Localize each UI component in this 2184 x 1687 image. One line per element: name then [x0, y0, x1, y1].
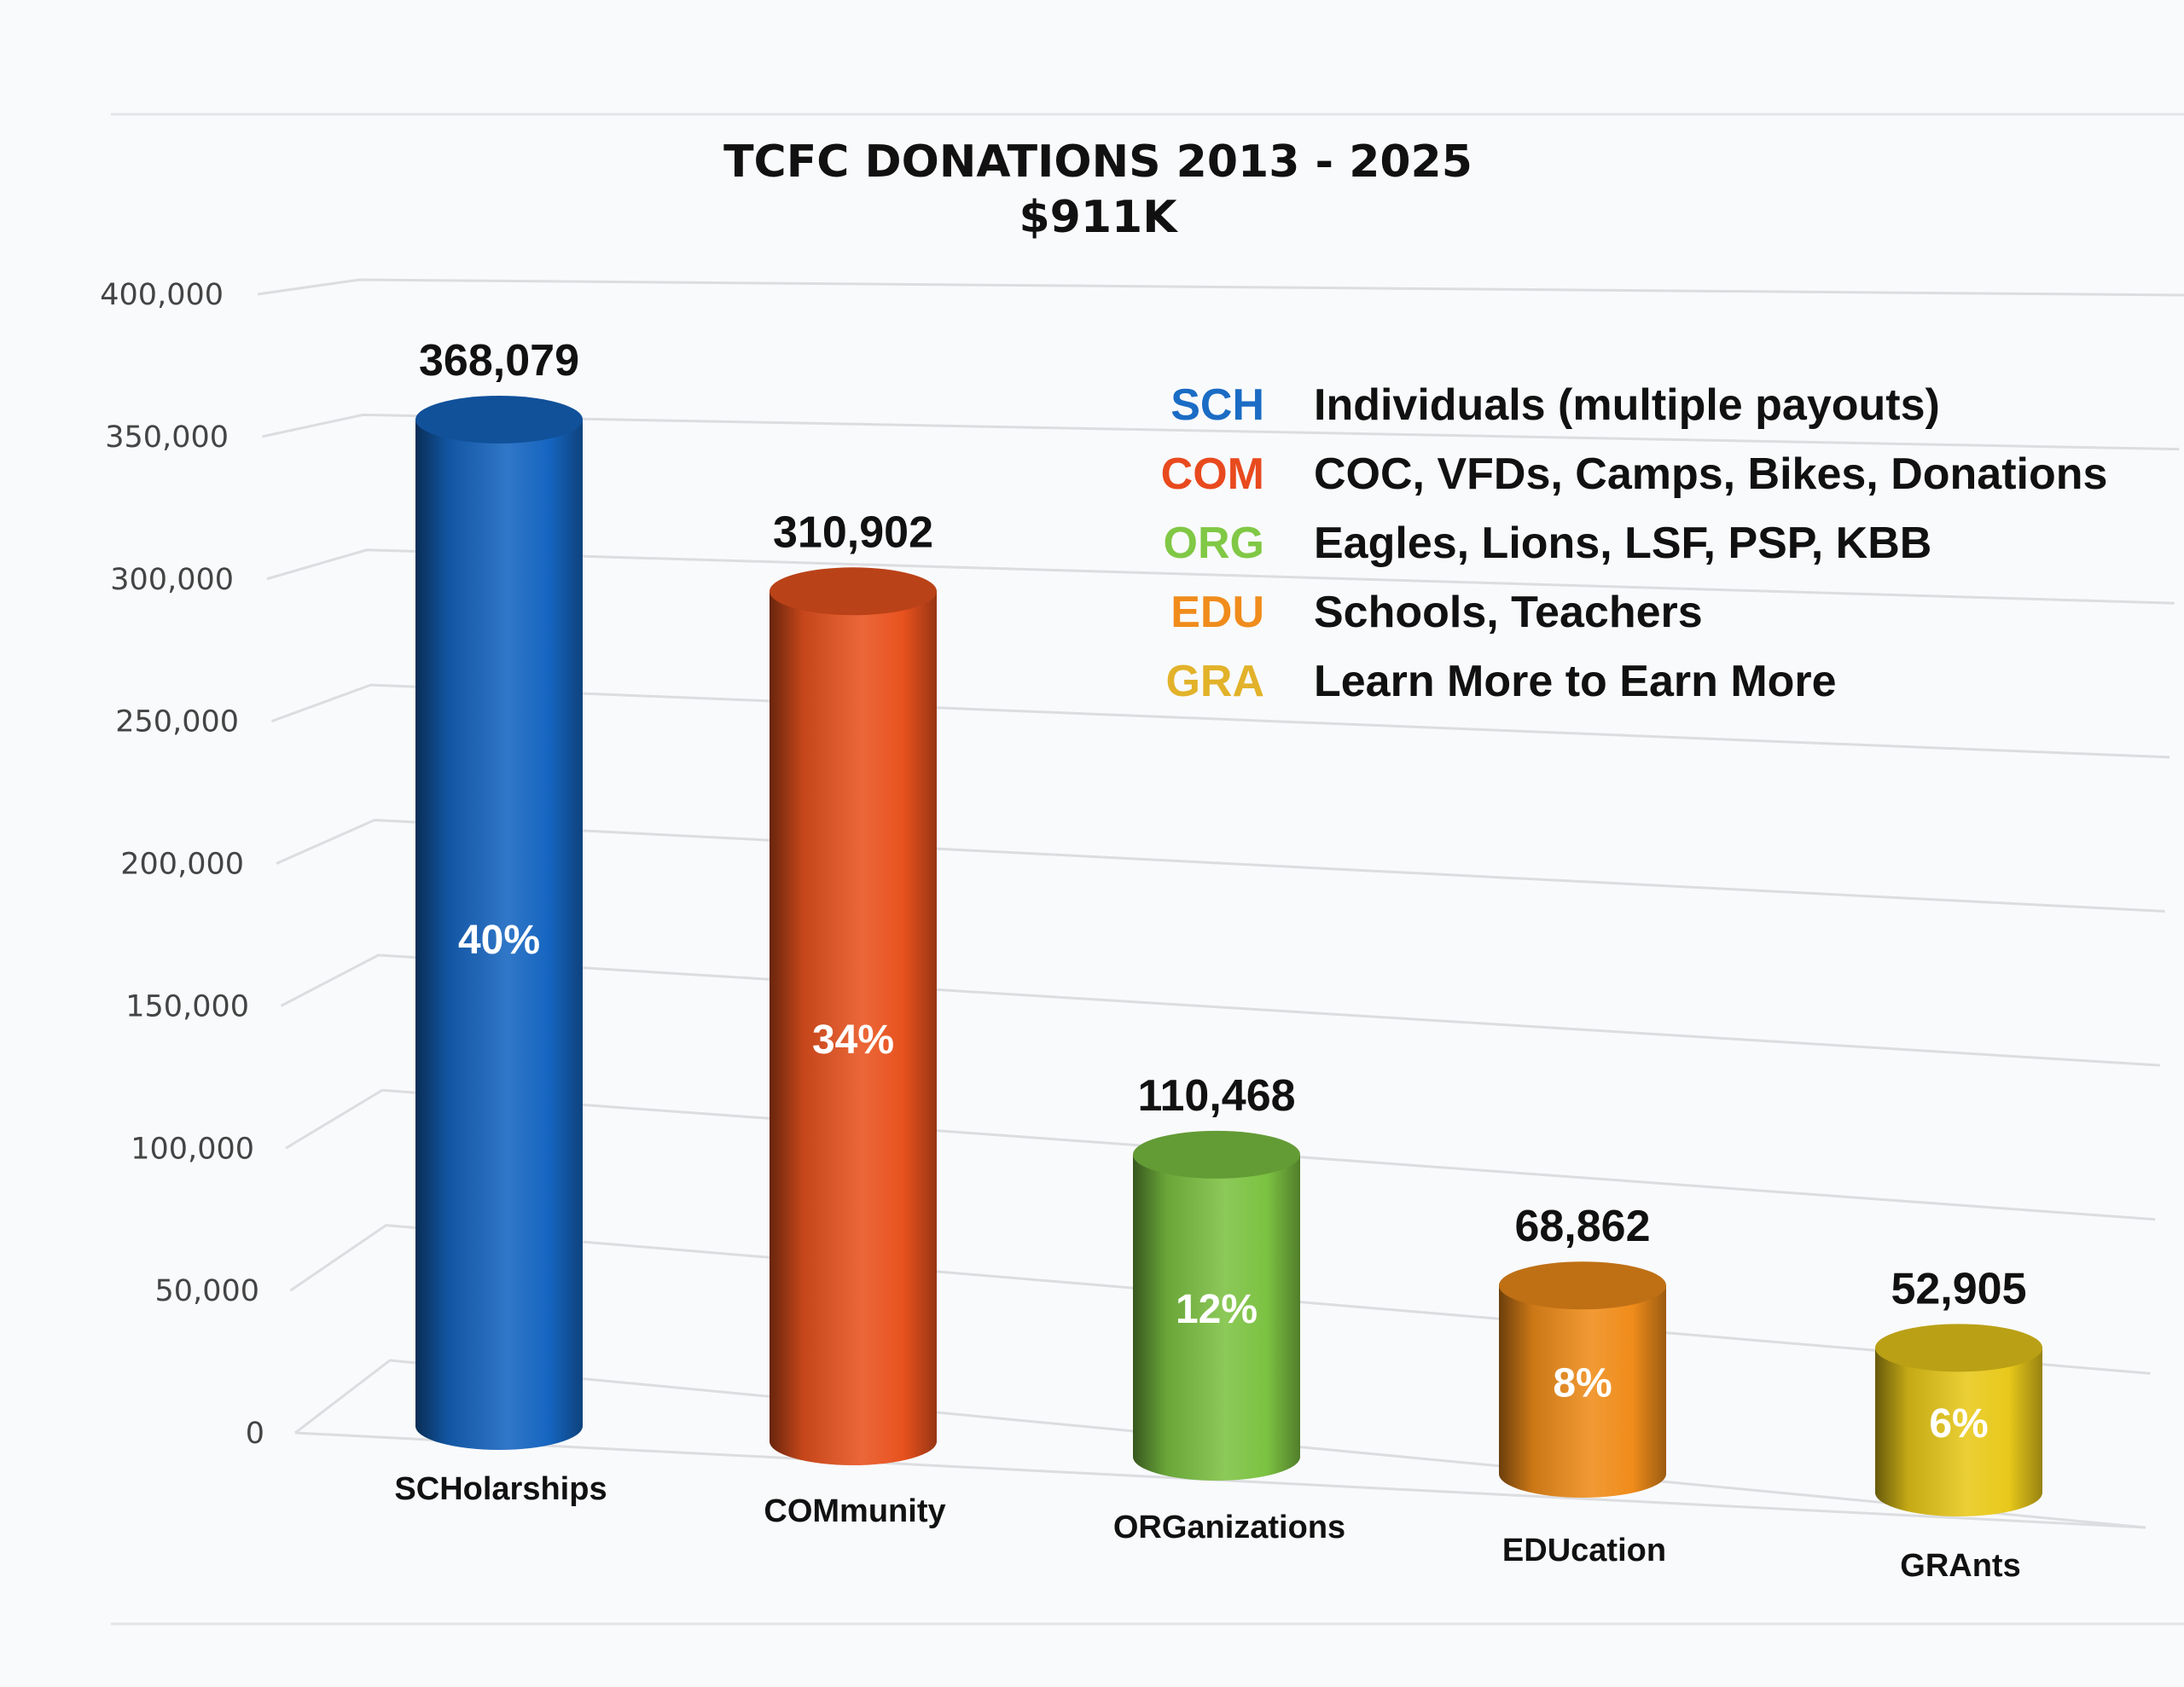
legend-description: Eagles, Lions, LSF, PSP, KBB: [1314, 519, 1931, 568]
percent-label: 6%: [1929, 1401, 1988, 1446]
bar-top: [415, 396, 583, 443]
category-label: GRAnts: [1900, 1548, 2020, 1584]
y-tick-label: 400,000: [100, 278, 224, 312]
y-tick-label: 300,000: [110, 563, 234, 597]
gridline: [262, 413, 2180, 451]
legend-code: COM: [1161, 449, 1264, 499]
category-labels: SCHolarships COMmunity ORGanizations EDUcat…: [394, 1471, 2020, 1584]
legend-item-com: COM COC, VFDs, Camps, Bikes, Donations: [1161, 449, 2108, 499]
legend-code: ORG: [1164, 519, 1264, 568]
bar-org: 110,468 12%: [1133, 1071, 1300, 1481]
chart-title: TCFC DONATIONS 2013 - 2025: [723, 136, 1472, 188]
legend-code: EDU: [1170, 588, 1264, 637]
percent-label: 40%: [458, 918, 540, 963]
bar-top: [1133, 1130, 1300, 1179]
gridline: [257, 278, 2184, 297]
y-tick-label: 350,000: [105, 420, 229, 455]
y-tick-label: 200,000: [120, 848, 244, 882]
bar-body: [1875, 1348, 2042, 1516]
gridlines: [257, 278, 2184, 1529]
value-label: 368,079: [419, 336, 579, 386]
gridline: [266, 548, 2175, 605]
legend-item-org: ORG Eagles, Lions, LSF, PSP, KBB: [1164, 519, 1932, 568]
category-label: EDUcation: [1502, 1533, 1666, 1568]
category-label: ORGanizations: [1113, 1510, 1345, 1545]
y-tick-label: 150,000: [125, 989, 249, 1023]
value-label: 68,862: [1514, 1202, 1650, 1251]
bar-gra: 52,905 6%: [1875, 1264, 2042, 1516]
y-tick-label: 250,000: [115, 705, 239, 739]
legend-code: GRA: [1165, 657, 1264, 706]
y-axis-ticks: 0 50,000 100,000 150,000 200,000 250,000 300,0…: [100, 278, 264, 1451]
bar-top: [1875, 1324, 2042, 1372]
percent-label: 8%: [1553, 1361, 1612, 1406]
legend: SCH Individuals (multiple payouts) COM COC,…: [1161, 380, 2108, 706]
legend-description: Learn More to Earn More: [1314, 657, 1837, 706]
gridline: [276, 818, 2165, 913]
bar-sch: 368,079 40%: [415, 336, 583, 1450]
y-tick-label: 100,000: [131, 1132, 254, 1166]
category-label: SCHolarships: [394, 1471, 607, 1507]
bar-body: [770, 591, 937, 1465]
bar-body: [1499, 1285, 1666, 1498]
bar-body: [415, 420, 583, 1450]
percent-label: 12%: [1176, 1287, 1258, 1332]
value-label: 310,902: [773, 507, 933, 557]
bar-top: [770, 567, 937, 616]
legend-description: Individuals (multiple payouts): [1314, 380, 1940, 430]
percent-label: 34%: [812, 1017, 894, 1063]
value-label: 52,905: [1891, 1264, 2026, 1313]
value-label: 110,468: [1137, 1071, 1295, 1121]
gridline: [280, 954, 2160, 1067]
gridline: [285, 1088, 2156, 1221]
bars: 368,079 40% 310,902 34% 110,468 12% 68,862 8% 52…: [415, 336, 2042, 1516]
bar-body: [1133, 1154, 1300, 1481]
y-tick-label: 0: [246, 1417, 264, 1451]
gridline: [270, 683, 2170, 759]
legend-item-sch: SCH Individuals (multiple payouts): [1170, 380, 1940, 430]
legend-code: SCH: [1170, 380, 1264, 430]
legend-description: COC, VFDs, Camps, Bikes, Donations: [1314, 449, 2107, 499]
category-label: COMmunity: [764, 1493, 945, 1529]
legend-item-edu: EDU Schools, Teachers: [1170, 588, 1702, 637]
bar-edu: 68,862 8%: [1499, 1202, 1666, 1498]
y-tick-label: 50,000: [155, 1274, 259, 1308]
bar-com: 310,902 34%: [770, 507, 937, 1465]
legend-item-gra: GRA Learn More to Earn More: [1165, 657, 1836, 706]
bar-top: [1499, 1261, 1666, 1310]
chart-subtitle: $911K: [1019, 192, 1178, 243]
legend-description: Schools, Teachers: [1314, 588, 1703, 637]
